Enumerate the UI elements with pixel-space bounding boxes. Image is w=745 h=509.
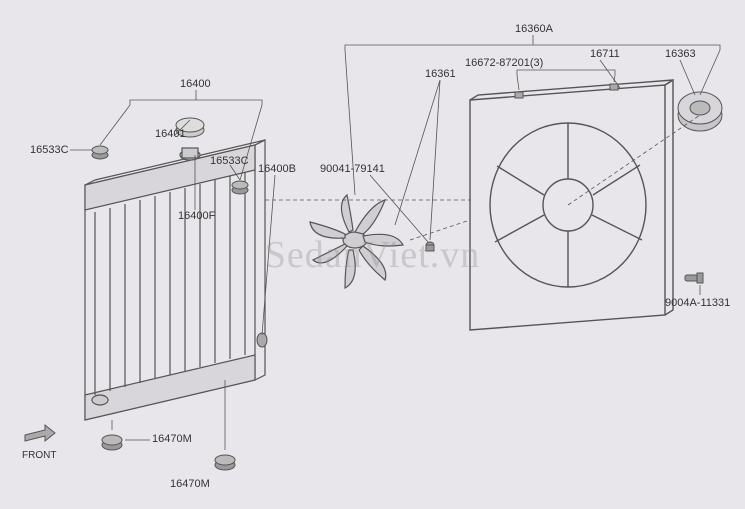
label-16672: 16672-87201(3) <box>465 57 543 69</box>
bolt-right <box>685 273 703 283</box>
label-16400B: 16400B <box>258 163 296 175</box>
label-16361: 16361 <box>425 68 456 80</box>
label-9004A: 9004A-11331 <box>665 297 730 309</box>
label-16533C-left: 16533C <box>30 144 69 156</box>
front-label: FRONT <box>22 450 56 461</box>
label-16711: 16711 <box>590 48 620 60</box>
bushing-right <box>232 181 248 194</box>
bushing-left <box>92 146 108 159</box>
label-90041: 90041-79141 <box>320 163 385 175</box>
label-16360A: 16360A <box>515 23 553 35</box>
label-16470M-right: 16470M <box>170 478 210 490</box>
small-bolt <box>426 242 434 251</box>
parts-diagram: 16400 16401 16533C 16533C 16400B 16400F … <box>0 0 745 509</box>
label-16401: 16401 <box>155 128 186 140</box>
diagram-svg <box>0 0 745 509</box>
front-arrow <box>25 425 55 441</box>
mount-left <box>102 435 122 450</box>
mount-right <box>215 455 235 470</box>
label-16470M-left: 16470M <box>152 433 192 445</box>
label-16533C-right: 16533C <box>210 155 249 167</box>
drain-plug <box>257 333 267 347</box>
label-16363: 16363 <box>665 48 696 60</box>
fan-blade <box>310 195 403 288</box>
label-16400: 16400 <box>180 78 211 90</box>
fan-shroud <box>470 80 673 330</box>
label-16400F: 16400F <box>178 210 215 222</box>
